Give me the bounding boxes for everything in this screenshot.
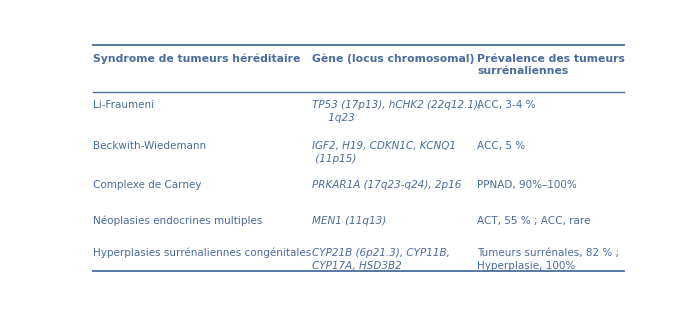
Text: MEN1 (11q13): MEN1 (11q13) <box>312 216 387 226</box>
Text: CYP21B (6p21.3), CYP11B,
CYP17A, HSD3B2: CYP21B (6p21.3), CYP11B, CYP17A, HSD3B2 <box>312 248 450 271</box>
Text: ACT, 55 % ; ACC, rare: ACT, 55 % ; ACC, rare <box>477 216 591 226</box>
Text: PRKAR1A (17q23-q24), 2p16: PRKAR1A (17q23-q24), 2p16 <box>312 180 461 190</box>
Text: Complexe de Carney: Complexe de Carney <box>93 180 201 190</box>
Text: Hyperplasies surrénaliennes congénitales: Hyperplasies surrénaliennes congénitales <box>93 248 311 258</box>
Text: Syndrome de tumeurs héréditaire: Syndrome de tumeurs héréditaire <box>93 54 300 64</box>
Text: IGF2, H19, CDKN1C, KCNQ1
 (11p15): IGF2, H19, CDKN1C, KCNQ1 (11p15) <box>312 141 456 164</box>
Text: Li-Fraumeni: Li-Fraumeni <box>93 100 154 110</box>
Text: ACC, 5 %: ACC, 5 % <box>477 141 526 150</box>
Text: Tumeurs surrénales, 82 % ;
Hyperplasie, 100%: Tumeurs surrénales, 82 % ; Hyperplasie, … <box>477 248 619 271</box>
Text: ACC, 3-4 %: ACC, 3-4 % <box>477 100 536 110</box>
Text: Gène (locus chromosomal): Gène (locus chromosomal) <box>312 54 475 64</box>
Text: Prévalence des tumeurs
surrénaliennes: Prévalence des tumeurs surrénaliennes <box>477 54 626 76</box>
Text: PPNAD, 90%–100%: PPNAD, 90%–100% <box>477 180 577 190</box>
Text: TP53 (17p13), hCHK2 (22q12.1),
     1q23: TP53 (17p13), hCHK2 (22q12.1), 1q23 <box>312 100 482 123</box>
Text: Néoplasies endocrines multiples: Néoplasies endocrines multiples <box>93 216 262 226</box>
Text: Beckwith-Wiedemann: Beckwith-Wiedemann <box>93 141 206 150</box>
